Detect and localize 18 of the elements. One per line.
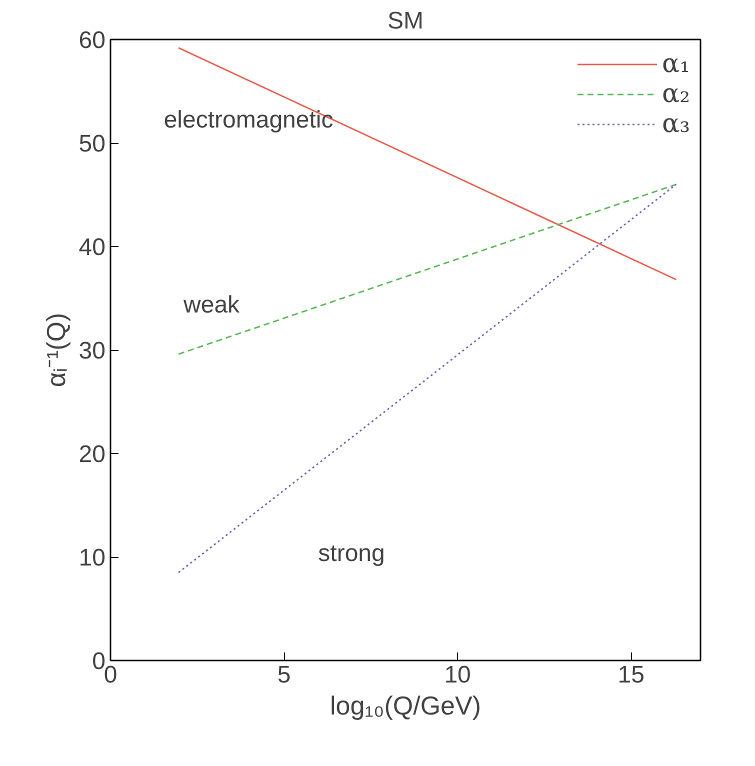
legend-label: α₂ bbox=[662, 79, 690, 109]
x-tick-label: 10 bbox=[444, 662, 471, 688]
y-tick-label: 50 bbox=[78, 130, 106, 158]
y-axis-title: αᵢ⁻¹(Q) bbox=[40, 312, 71, 388]
annotation: strong bbox=[318, 540, 385, 568]
x-axis-title: log₁₀(Q/GeV) bbox=[330, 690, 482, 720]
y-tick-label: 40 bbox=[78, 234, 106, 261]
y-tick-label: 30 bbox=[78, 338, 106, 364]
legend-label: α₁ bbox=[662, 49, 690, 79]
annotation: weak bbox=[182, 292, 241, 319]
chart-title: SM bbox=[388, 8, 424, 34]
y-tick-label: 10 bbox=[78, 544, 106, 572]
x-tick-label: 5 bbox=[277, 662, 291, 688]
annotation: electromagnetic bbox=[164, 106, 334, 134]
legend-label: α₃ bbox=[662, 109, 690, 139]
y-tick-label: 20 bbox=[78, 441, 106, 468]
x-tick-label: 15 bbox=[618, 662, 644, 688]
y-tick-label: 60 bbox=[78, 27, 106, 54]
